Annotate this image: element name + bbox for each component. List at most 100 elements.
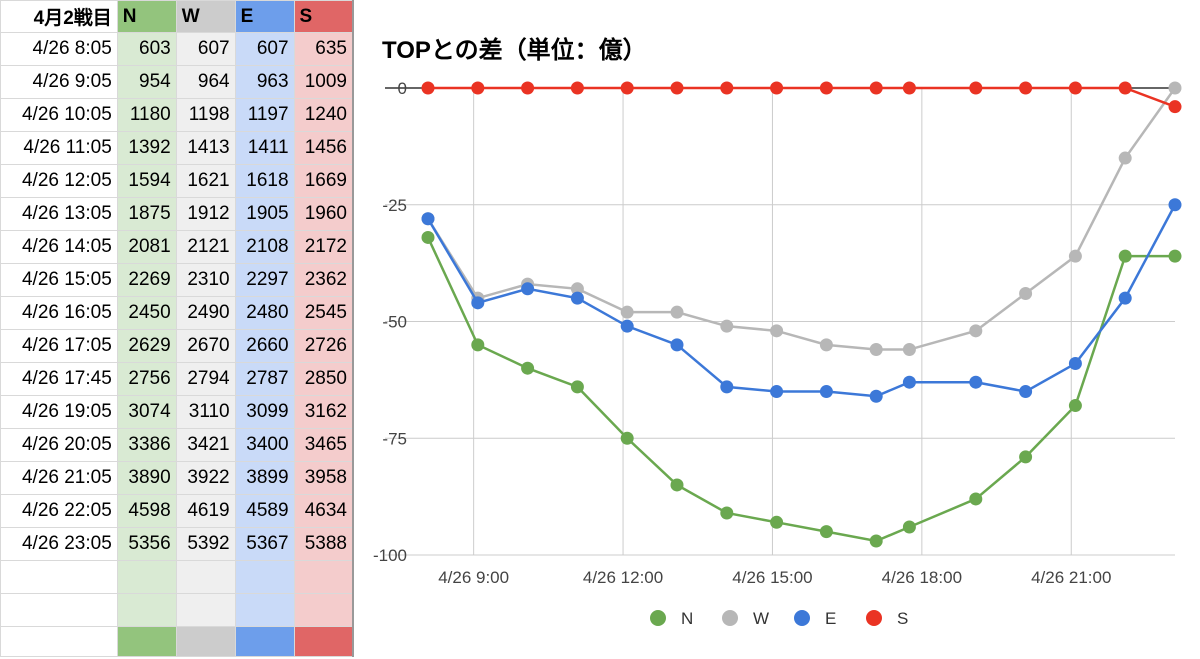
- value-cell-s[interactable]: 2850: [293, 362, 354, 396]
- value-cell-w[interactable]: 2670: [175, 329, 236, 363]
- value-cell-n[interactable]: 3890: [116, 461, 177, 495]
- header-n[interactable]: N: [116, 0, 177, 33]
- value-cell-e[interactable]: 1197: [234, 98, 295, 132]
- value-cell-n[interactable]: 2629: [116, 329, 177, 363]
- header-label[interactable]: 4月2戦目: [0, 0, 118, 33]
- time-cell[interactable]: 4/26 14:05: [0, 230, 118, 264]
- value-cell-n[interactable]: 954: [116, 65, 177, 99]
- value-cell-n[interactable]: 1180: [116, 98, 177, 132]
- empty-cell[interactable]: [293, 593, 354, 627]
- value-cell-e[interactable]: 1905: [234, 197, 295, 231]
- time-cell[interactable]: 4/26 13:05: [0, 197, 118, 231]
- value-cell-s[interactable]: 1456: [293, 131, 354, 165]
- value-cell-e[interactable]: 1411: [234, 131, 295, 165]
- value-cell-n[interactable]: 1875: [116, 197, 177, 231]
- header-e[interactable]: E: [234, 0, 295, 33]
- empty-cell[interactable]: [234, 626, 295, 657]
- value-cell-w[interactable]: 964: [175, 65, 236, 99]
- value-cell-s[interactable]: 2172: [293, 230, 354, 264]
- header-s[interactable]: S: [293, 0, 354, 33]
- value-cell-e[interactable]: 2108: [234, 230, 295, 264]
- time-cell[interactable]: 4/26 8:05: [0, 32, 118, 66]
- header-w[interactable]: W: [175, 0, 236, 33]
- empty-cell[interactable]: [116, 626, 177, 657]
- value-cell-e[interactable]: 2480: [234, 296, 295, 330]
- time-cell[interactable]: 4/26 9:05: [0, 65, 118, 99]
- value-cell-n[interactable]: 3386: [116, 428, 177, 462]
- empty-cell[interactable]: [0, 593, 118, 627]
- value-cell-n[interactable]: 3074: [116, 395, 177, 429]
- value-cell-w[interactable]: 2490: [175, 296, 236, 330]
- value-cell-e[interactable]: 4589: [234, 494, 295, 528]
- value-cell-n[interactable]: 2269: [116, 263, 177, 297]
- empty-cell[interactable]: [293, 626, 354, 657]
- time-cell[interactable]: 4/26 15:05: [0, 263, 118, 297]
- value-cell-e[interactable]: 1618: [234, 164, 295, 198]
- value-cell-s[interactable]: 1009: [293, 65, 354, 99]
- value-cell-e[interactable]: 2297: [234, 263, 295, 297]
- value-cell-n[interactable]: 603: [116, 32, 177, 66]
- value-cell-w[interactable]: 5392: [175, 527, 236, 561]
- value-cell-n[interactable]: 5356: [116, 527, 177, 561]
- value-cell-s[interactable]: 1960: [293, 197, 354, 231]
- value-cell-e[interactable]: 963: [234, 65, 295, 99]
- empty-cell[interactable]: [175, 626, 236, 657]
- value-cell-n[interactable]: 2450: [116, 296, 177, 330]
- value-cell-e[interactable]: 3099: [234, 395, 295, 429]
- time-cell[interactable]: 4/26 23:05: [0, 527, 118, 561]
- value-cell-w[interactable]: 3421: [175, 428, 236, 462]
- value-cell-e[interactable]: 3400: [234, 428, 295, 462]
- time-cell[interactable]: 4/26 20:05: [0, 428, 118, 462]
- value-cell-s[interactable]: 1240: [293, 98, 354, 132]
- value-cell-s[interactable]: 3958: [293, 461, 354, 495]
- value-cell-e[interactable]: 2660: [234, 329, 295, 363]
- value-cell-e[interactable]: 3899: [234, 461, 295, 495]
- value-cell-s[interactable]: 2362: [293, 263, 354, 297]
- time-cell[interactable]: 4/26 19:05: [0, 395, 118, 429]
- value-cell-n[interactable]: 2756: [116, 362, 177, 396]
- time-cell[interactable]: 4/26 22:05: [0, 494, 118, 528]
- value-cell-s[interactable]: 635: [293, 32, 354, 66]
- time-cell[interactable]: 4/26 17:05: [0, 329, 118, 363]
- value-cell-w[interactable]: 607: [175, 32, 236, 66]
- empty-cell[interactable]: [116, 560, 177, 594]
- value-cell-w[interactable]: 2794: [175, 362, 236, 396]
- time-cell[interactable]: 4/26 21:05: [0, 461, 118, 495]
- value-cell-s[interactable]: 2726: [293, 329, 354, 363]
- time-cell[interactable]: 4/26 17:45: [0, 362, 118, 396]
- time-cell[interactable]: 4/26 16:05: [0, 296, 118, 330]
- empty-cell[interactable]: [234, 560, 295, 594]
- value-cell-e[interactable]: 607: [234, 32, 295, 66]
- value-cell-w[interactable]: 3110: [175, 395, 236, 429]
- value-cell-s[interactable]: 2545: [293, 296, 354, 330]
- value-cell-e[interactable]: 5367: [234, 527, 295, 561]
- value-cell-w[interactable]: 2121: [175, 230, 236, 264]
- empty-cell[interactable]: [293, 560, 354, 594]
- time-cell[interactable]: 4/26 10:05: [0, 98, 118, 132]
- time-cell[interactable]: 4/26 12:05: [0, 164, 118, 198]
- value-cell-n[interactable]: 1594: [116, 164, 177, 198]
- value-cell-w[interactable]: 1413: [175, 131, 236, 165]
- value-cell-w[interactable]: 1912: [175, 197, 236, 231]
- value-cell-n[interactable]: 1392: [116, 131, 177, 165]
- value-cell-n[interactable]: 4598: [116, 494, 177, 528]
- value-cell-s[interactable]: 3162: [293, 395, 354, 429]
- value-cell-w[interactable]: 4619: [175, 494, 236, 528]
- empty-cell[interactable]: [234, 593, 295, 627]
- value-cell-s[interactable]: 3465: [293, 428, 354, 462]
- value-cell-w[interactable]: 1198: [175, 98, 236, 132]
- value-cell-s[interactable]: 5388: [293, 527, 354, 561]
- value-cell-s[interactable]: 1669: [293, 164, 354, 198]
- empty-cell[interactable]: [116, 593, 177, 627]
- empty-cell[interactable]: [175, 593, 236, 627]
- time-cell[interactable]: 4/26 11:05: [0, 131, 118, 165]
- empty-cell[interactable]: [175, 560, 236, 594]
- empty-cell[interactable]: [0, 560, 118, 594]
- value-cell-e[interactable]: 2787: [234, 362, 295, 396]
- empty-cell[interactable]: [0, 626, 118, 657]
- value-cell-w[interactable]: 3922: [175, 461, 236, 495]
- value-cell-w[interactable]: 2310: [175, 263, 236, 297]
- value-cell-s[interactable]: 4634: [293, 494, 354, 528]
- value-cell-n[interactable]: 2081: [116, 230, 177, 264]
- value-cell-w[interactable]: 1621: [175, 164, 236, 198]
